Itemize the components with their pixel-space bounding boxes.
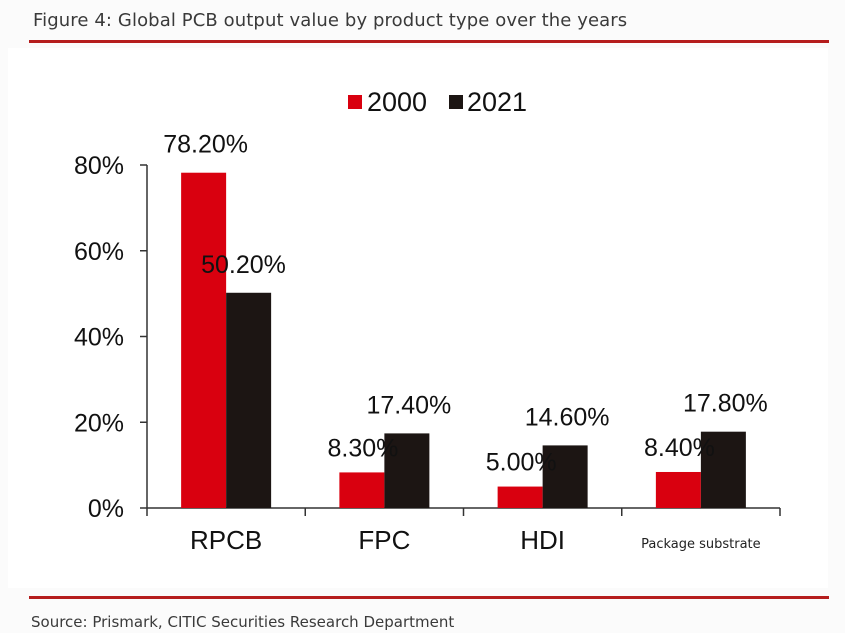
y-tick-label: 40% — [74, 324, 124, 352]
bar-2021-fpc — [384, 433, 430, 508]
bar-2021-package-substrate — [700, 431, 746, 508]
y-tick-label: 20% — [74, 409, 124, 437]
data-label-2000: 78.20% — [163, 131, 248, 159]
data-label-2021: 17.40% — [366, 391, 451, 419]
data-label-2021: 17.80% — [683, 390, 768, 418]
source-note: Source: Prismark, CITIC Securities Resea… — [31, 613, 455, 631]
x-category-label: RPCB — [190, 525, 262, 555]
x-category-label: Package substrate — [641, 537, 761, 552]
title-divider — [29, 40, 829, 43]
data-label-2021: 50.20% — [201, 251, 286, 279]
source-divider — [29, 596, 829, 599]
legend: 2000 2021 — [348, 87, 527, 117]
y-tick-label: 0% — [88, 495, 124, 523]
data-label-2000: 8.30% — [327, 434, 398, 462]
axes: 0% 20% 40% 60% 80% RPCB FPC HDI Package substrat… — [74, 152, 781, 555]
x-category-label: HDI — [520, 525, 565, 555]
figure-title: Figure 4: Global PCB output value by pro… — [33, 10, 628, 31]
y-tick-label: 60% — [74, 238, 124, 266]
legend-swatch-2000 — [348, 95, 362, 109]
data-label-2000: 8.40% — [644, 434, 715, 462]
bar-2000-rpcb — [181, 172, 227, 508]
data-label-2000: 5.00% — [486, 449, 557, 477]
bar-2021-rpcb — [226, 292, 272, 508]
bar-2000-fpc — [339, 472, 385, 508]
legend-label-2021: 2021 — [467, 87, 527, 117]
bar-2000-hdi — [497, 486, 543, 508]
bar-2021-hdi — [542, 445, 588, 508]
bar-2000-package-substrate — [655, 471, 701, 508]
y-tick-label: 80% — [74, 152, 124, 180]
x-category-label: FPC — [358, 525, 410, 555]
data-labels: 78.20% 8.30% 5.00% 8.40% 50.20% 17.40% 14.60% 1… — [163, 131, 768, 477]
data-label-2021: 14.60% — [525, 403, 610, 431]
bars — [181, 172, 746, 508]
legend-label-2000: 2000 — [367, 87, 427, 117]
legend-swatch-2021 — [449, 95, 463, 109]
